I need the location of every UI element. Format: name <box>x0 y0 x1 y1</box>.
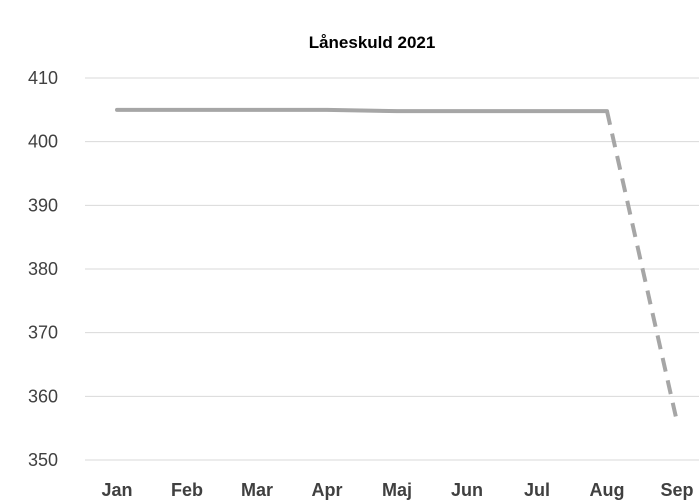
y-tick-label: 410 <box>28 68 58 88</box>
x-axis: Jan Feb Mar Apr Maj Jun Jul Aug Sep <box>101 480 693 500</box>
x-tick-label: Apr <box>312 480 343 500</box>
series-lines <box>115 107 679 423</box>
y-tick-label: 400 <box>28 132 58 152</box>
x-tick-label: Feb <box>171 480 203 500</box>
x-tick-label: Jan <box>101 480 132 500</box>
x-tick-label: Maj <box>382 480 412 500</box>
x-tick-label: Aug <box>590 480 625 500</box>
series-line-dashed <box>605 110 679 423</box>
y-axis: 350 360 370 380 390 400 410 <box>28 68 58 470</box>
series-line-solid <box>115 107 609 114</box>
x-tick-label: Mar <box>241 480 273 500</box>
x-tick-label: Sep <box>660 480 693 500</box>
y-tick-label: 360 <box>28 386 58 406</box>
x-tick-label: Jun <box>451 480 483 500</box>
y-tick-label: 380 <box>28 259 58 279</box>
chart-title: Låneskuld 2021 <box>309 33 436 52</box>
y-tick-label: 350 <box>28 450 58 470</box>
gridlines <box>85 77 699 461</box>
y-tick-label: 370 <box>28 323 58 343</box>
x-tick-label: Jul <box>524 480 550 500</box>
y-tick-label: 390 <box>28 195 58 215</box>
